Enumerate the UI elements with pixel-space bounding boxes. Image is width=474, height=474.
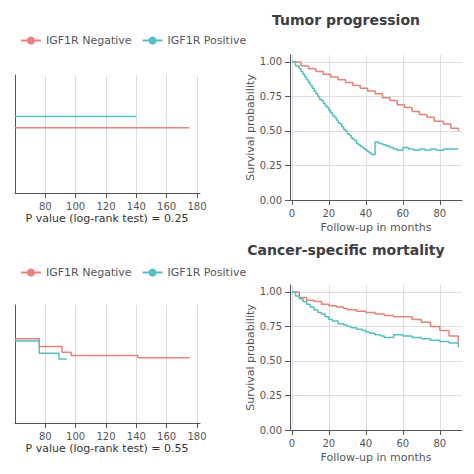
svg-text:1.00: 1.00 (260, 56, 282, 67)
svg-text:Tumor progression: Tumor progression (272, 12, 420, 28)
svg-text:IGF1R Negative: IGF1R Negative (46, 266, 132, 279)
svg-text:140: 140 (127, 201, 146, 212)
svg-text:Cancer-specific mortality: Cancer-specific mortality (247, 242, 444, 258)
svg-text:120: 120 (96, 431, 115, 442)
svg-text:IGF1R Positive: IGF1R Positive (168, 34, 247, 47)
svg-text:0.00: 0.00 (260, 195, 282, 206)
svg-text:Follow-up in months: Follow-up in months (321, 221, 432, 234)
svg-text:120: 120 (96, 201, 115, 212)
svg-text:100: 100 (66, 431, 85, 442)
svg-text:100: 100 (66, 201, 85, 212)
svg-text:20: 20 (322, 208, 335, 219)
svg-text:0: 0 (289, 438, 295, 449)
svg-text:IGF1R Negative: IGF1R Negative (46, 34, 132, 47)
svg-text:P value (log-rank test) = 0.25: P value (log-rank test) = 0.25 (26, 212, 189, 225)
svg-text:0.25: 0.25 (260, 160, 282, 171)
svg-text:Follow-up in months: Follow-up in months (321, 451, 432, 464)
svg-text:0: 0 (289, 208, 295, 219)
svg-text:60: 60 (396, 208, 409, 219)
svg-text:160: 160 (157, 201, 176, 212)
svg-text:0.50: 0.50 (260, 355, 282, 366)
svg-text:80: 80 (39, 431, 52, 442)
svg-text:180: 180 (187, 431, 206, 442)
svg-text:1.00: 1.00 (260, 286, 282, 297)
svg-text:160: 160 (157, 431, 176, 442)
svg-text:80: 80 (39, 201, 52, 212)
svg-text:40: 40 (359, 438, 372, 449)
svg-text:40: 40 (359, 208, 372, 219)
svg-text:0.25: 0.25 (260, 390, 282, 401)
svg-text:20: 20 (322, 438, 335, 449)
svg-text:180: 180 (187, 201, 206, 212)
svg-text:80: 80 (433, 208, 446, 219)
svg-text:0.75: 0.75 (260, 91, 282, 102)
svg-text:P value (log-rank test) = 0.55: P value (log-rank test) = 0.55 (26, 442, 189, 455)
svg-text:80: 80 (433, 438, 446, 449)
svg-text:Survival probability: Survival probability (244, 304, 257, 411)
svg-text:0.50: 0.50 (260, 125, 282, 136)
svg-text:0.75: 0.75 (260, 321, 282, 332)
svg-text:140: 140 (127, 431, 146, 442)
svg-text:Survival probability: Survival probability (244, 74, 257, 181)
svg-text:60: 60 (396, 438, 409, 449)
svg-text:0.00: 0.00 (260, 425, 282, 436)
svg-text:IGF1R Positive: IGF1R Positive (168, 266, 247, 279)
